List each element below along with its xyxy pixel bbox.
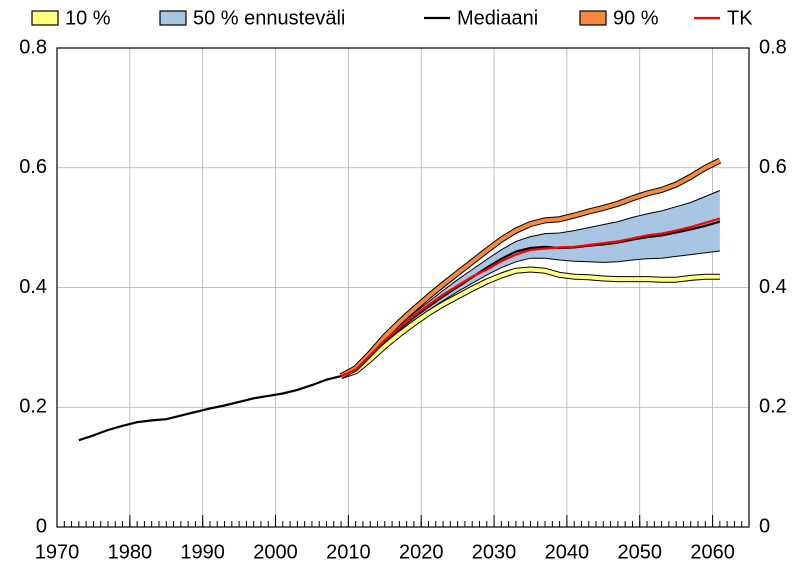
y-tick-label: 0.4 [19, 276, 47, 298]
x-tick-label: 2000 [253, 541, 298, 563]
y2-tick-label: 0.4 [759, 276, 787, 298]
band-area [341, 190, 720, 377]
x-tick-label: 2040 [545, 541, 590, 563]
x-tick-label: 2020 [399, 541, 444, 563]
line [340, 158, 721, 378]
y2-tick-label: 0 [759, 515, 770, 537]
y2-tick-label: 0.2 [759, 396, 787, 418]
x-tick-label: 1980 [108, 541, 153, 563]
y2-tick-label: 0.8 [759, 36, 787, 58]
line [78, 220, 721, 442]
y-tick-label: 0 [36, 515, 47, 537]
plot-frame [56, 47, 750, 528]
line [340, 267, 720, 378]
x-tick-label: 2060 [690, 541, 735, 563]
x-tick-label: 2050 [617, 541, 662, 563]
legend-swatch [31, 10, 59, 26]
x-tick-label: 1990 [180, 541, 225, 563]
y-tick-label: 0.8 [19, 36, 47, 58]
y-tick-label: 0.6 [19, 156, 47, 178]
y-tick-label: 0.2 [19, 396, 47, 418]
x-tick-label: 1970 [35, 541, 80, 563]
legend-label: Mediaani [457, 7, 538, 29]
legend-swatch [159, 10, 187, 26]
legend-label: 50 % ennusteväli [193, 7, 345, 29]
legend-label: TK [727, 7, 753, 29]
legend-label: 10 % [65, 7, 111, 29]
line [340, 217, 721, 378]
legend-label: 90 % [613, 7, 659, 29]
x-tick-label: 2010 [326, 541, 371, 563]
legend-swatch [579, 10, 607, 26]
x-tick-label: 2030 [472, 541, 517, 563]
y2-tick-label: 0.6 [759, 156, 787, 178]
